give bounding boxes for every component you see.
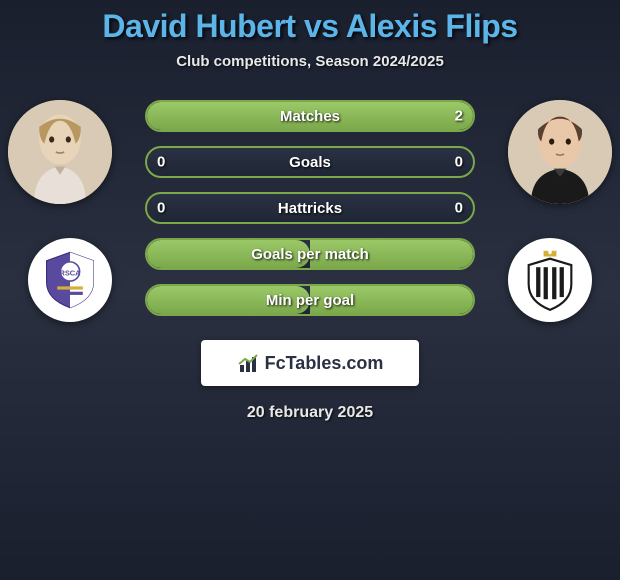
stat-label: Min per goal (266, 292, 354, 309)
comparison-title: David Hubert vs Alexis Flips (102, 8, 517, 45)
stat-row: Matches 2 (145, 100, 475, 132)
comparison-date: 20 february 2025 (247, 404, 373, 422)
stat-value-right: 0 (455, 200, 463, 217)
stat-value-left: 0 (157, 154, 165, 171)
stat-value-left: 0 (157, 200, 165, 217)
player1-club-badge: RSCA (28, 238, 112, 322)
stat-label: Goals per match (251, 246, 369, 263)
stat-row: Goals per match (145, 238, 475, 270)
chart-icon (237, 351, 261, 375)
comparison-subtitle: Club competitions, Season 2024/2025 (176, 53, 444, 70)
stat-label: Goals (289, 154, 331, 171)
stat-row: 0 Hattricks 0 (145, 192, 475, 224)
stat-label: Hattricks (278, 200, 342, 217)
stat-label: Matches (280, 108, 340, 125)
stats-area: RSCA Matches 2 0 Goals 0 0 Hattricks 0 Goals per… (0, 100, 620, 316)
brand-text: FcTables.com (265, 353, 384, 374)
stat-value-right: 2 (455, 108, 463, 125)
player2-avatar (508, 100, 612, 204)
svg-text:RSCA: RSCA (59, 269, 81, 278)
stat-row: 0 Goals 0 (145, 146, 475, 178)
branding-box: FcTables.com (201, 340, 419, 386)
stat-row: Min per goal (145, 284, 475, 316)
stat-rows: Matches 2 0 Goals 0 0 Hattricks 0 Goals per matc… (145, 100, 475, 316)
player2-club-badge (508, 238, 592, 322)
stat-value-right: 0 (455, 154, 463, 171)
player1-avatar (8, 100, 112, 204)
